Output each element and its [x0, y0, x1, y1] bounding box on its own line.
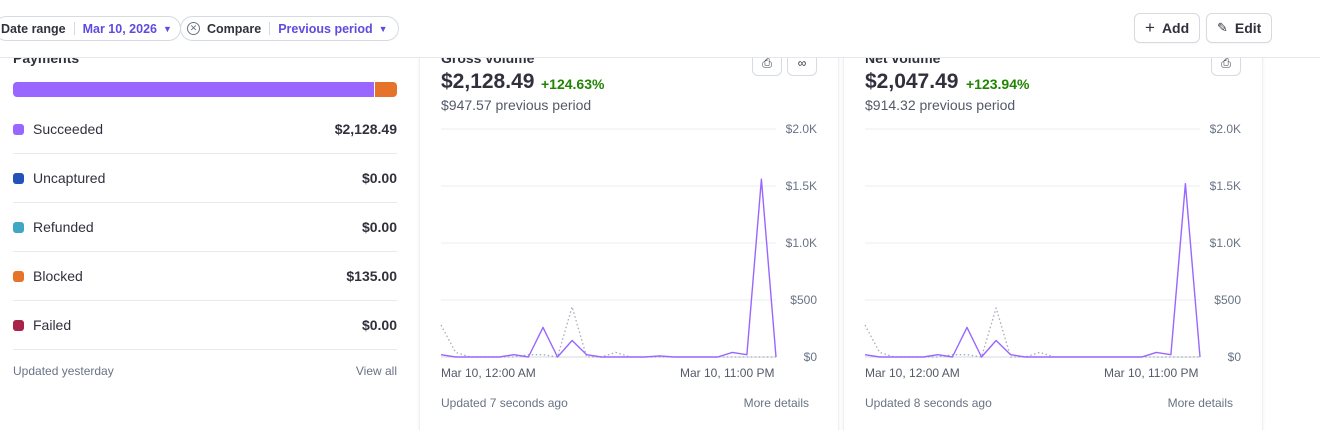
y-tick-label: $2.0K: [1210, 122, 1241, 136]
y-tick-label: $0: [804, 350, 818, 364]
y-tick-label: $500: [1214, 293, 1241, 307]
plus-icon: +: [1145, 18, 1155, 37]
gross-volume-chart: $0 $500 $1.0K $1.5K $2.0K: [440, 122, 818, 364]
net-volume-change: +123.94%: [966, 76, 1030, 92]
net-volume-chart: $0 $500 $1.0K $1.5K $2.0K: [864, 122, 1242, 364]
status-color-swatch: [13, 172, 24, 184]
gross-updated: Updated 7 seconds ago: [441, 396, 568, 410]
payments-updated: Updated yesterday: [13, 364, 114, 378]
date-range-value: Mar 10, 2026: [82, 21, 157, 36]
status-color-swatch: [13, 221, 24, 233]
edit-button-label: Edit: [1234, 20, 1262, 36]
payment-status-amount: $135.00: [346, 268, 397, 284]
payment-status-name: Blocked: [33, 268, 83, 284]
add-button-label: Add: [1161, 20, 1190, 36]
y-tick-label: $2.0K: [786, 122, 817, 136]
status-color-swatch: [13, 319, 24, 331]
compare-filter[interactable]: ✕ Compare Previous period ▼: [180, 16, 399, 41]
gross-volume-value: $2,128.49: [441, 70, 535, 93]
payments-footer: Updated yesterday View all: [13, 364, 397, 378]
payments-status-bar: [13, 82, 397, 97]
x-axis-end-label: Mar 10, 11:00 PM: [680, 366, 775, 380]
status-color-swatch: [13, 270, 24, 282]
payment-status-row[interactable]: Failed $0.00: [13, 301, 397, 350]
y-tick-label: $1.5K: [786, 179, 817, 193]
payment-status-row[interactable]: Blocked $135.00: [13, 252, 397, 301]
y-tick-label: $500: [790, 293, 817, 307]
y-tick-label: $1.0K: [786, 236, 817, 250]
current-period-line: [440, 178, 777, 358]
date-range-label: Date range: [1, 21, 66, 36]
previous-period-line: [864, 307, 1200, 358]
top-toolbar: Date range Mar 10, 2026 ▼ ✕ Compare Prev…: [0, 0, 1320, 58]
gross-volume-change: +124.63%: [541, 76, 605, 92]
payment-status-amount: $0.00: [361, 170, 397, 186]
gross-previous-period: $947.57 previous period: [441, 97, 592, 113]
edit-button[interactable]: ✎ Edit: [1206, 13, 1273, 43]
payment-status-row[interactable]: Refunded $0.00: [13, 203, 397, 252]
payment-status-amount: $0.00: [361, 219, 397, 235]
previous-period-line: [440, 306, 776, 358]
net-volume-value: $2,047.49: [865, 70, 959, 93]
y-tick-label: $1.5K: [1210, 179, 1241, 193]
gross-volume-card: Gross volume ⎙ ∞ $2,128.49 +124.63% $947…: [420, 30, 838, 430]
payment-status-row[interactable]: Uncaptured $0.00: [13, 154, 397, 203]
net-card-footer: Updated 8 seconds ago More details: [865, 396, 1233, 410]
close-circle-icon[interactable]: ✕: [187, 22, 200, 35]
compare-value: Previous period: [278, 21, 373, 36]
more-details-link[interactable]: More details: [1167, 396, 1233, 410]
current-period-line: [864, 182, 1201, 358]
payment-status-name: Uncaptured: [33, 170, 106, 186]
view-all-link[interactable]: View all: [355, 364, 397, 378]
gross-card-footer: Updated 7 seconds ago More details: [441, 396, 809, 410]
pencil-icon: ✎: [1217, 20, 1228, 35]
status-bar-segment-blocked: [373, 82, 397, 97]
payment-status-name: Failed: [33, 317, 72, 333]
add-button[interactable]: + Add: [1134, 13, 1201, 43]
payment-status-name: Refunded: [33, 219, 94, 235]
net-previous-period: $914.32 previous period: [865, 97, 1016, 113]
payment-status-row[interactable]: Succeeded $2,128.49: [13, 105, 397, 154]
date-range-filter[interactable]: Date range Mar 10, 2026 ▼: [0, 16, 181, 41]
payment-status-amount: $2,128.49: [334, 121, 397, 137]
x-axis-start-label: Mar 10, 12:00 AM: [441, 366, 536, 380]
x-axis-end-label: Mar 10, 11:00 PM: [1104, 366, 1199, 380]
chevron-down-icon: ▼: [162, 23, 172, 34]
more-details-link[interactable]: More details: [743, 396, 809, 410]
status-bar-segment-succeeded: [13, 82, 374, 97]
chevron-down-icon: ▼: [378, 23, 388, 34]
filter-divider: [269, 22, 271, 35]
payment-status-amount: $0.00: [361, 317, 397, 333]
x-axis-start-label: Mar 10, 12:00 AM: [865, 366, 960, 380]
status-color-swatch: [13, 123, 24, 135]
page-background: [1268, 58, 1320, 430]
compare-label: Compare: [207, 21, 262, 36]
filter-divider: [73, 22, 75, 35]
net-updated: Updated 8 seconds ago: [865, 396, 992, 410]
payment-status-name: Succeeded: [33, 121, 104, 137]
net-volume-card: Net volume ⎙ $2,047.49 +123.94% $914.32 …: [844, 30, 1262, 430]
y-tick-label: $1.0K: [1210, 236, 1241, 250]
y-tick-label: $0: [1228, 350, 1242, 364]
